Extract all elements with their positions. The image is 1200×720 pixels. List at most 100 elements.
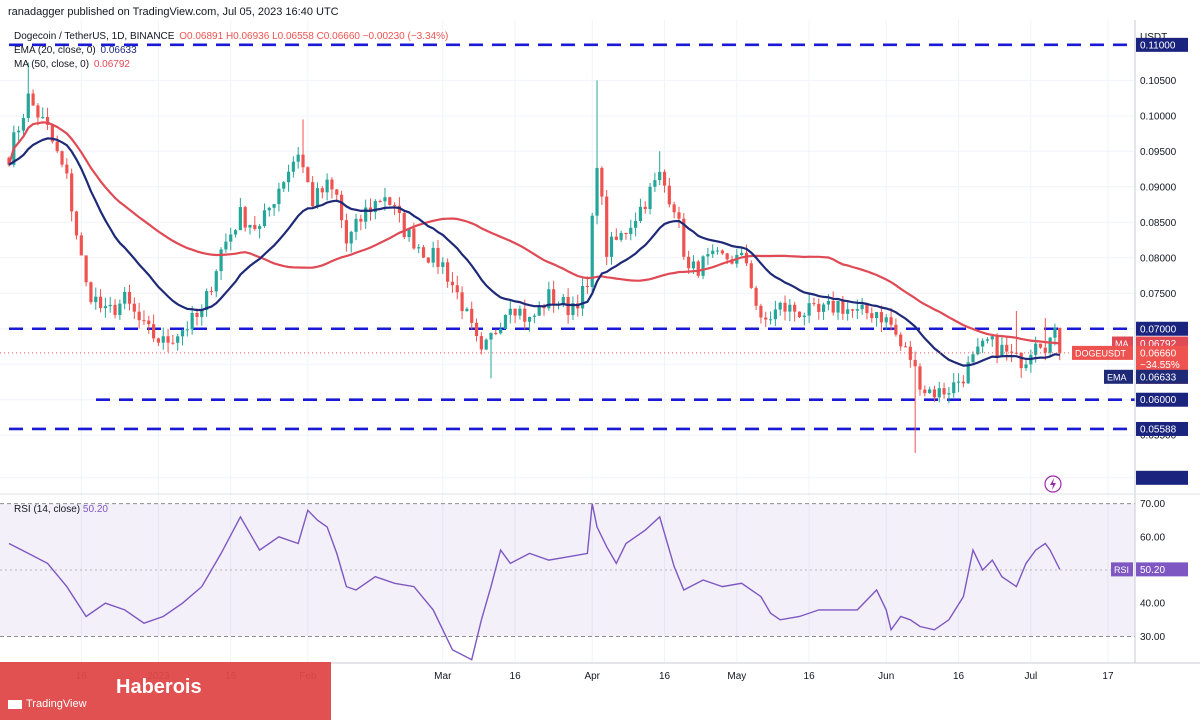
candle-body-141: [687, 256, 691, 269]
candle-body-97: [474, 322, 479, 337]
candle-body-197: [956, 381, 961, 383]
level-tag-box-2: [1136, 392, 1188, 407]
candle-body-158: [768, 319, 773, 321]
candle-body-177: [860, 304, 864, 310]
candle-body-94: [460, 292, 464, 312]
candle-body-62: [306, 167, 310, 183]
candle-body-33: [166, 336, 170, 343]
horizontal-levels: [9, 43, 1135, 431]
rsi-axis-labels: 70.00 60.00 40.00 30.00 RSI 50.20: [1111, 499, 1188, 643]
candle-body-12: [65, 164, 69, 174]
candle-body-180: [875, 312, 879, 319]
candle-body-120: [585, 285, 589, 287]
watermark-banner: Haberois TradingView: [0, 662, 331, 720]
candle-body-88: [431, 247, 435, 263]
rsi-line: [8, 503, 1061, 661]
candle-body-98: [479, 336, 483, 350]
candle-body-157: [764, 317, 768, 320]
candle-body-11: [60, 151, 64, 165]
candle-body-192: [932, 389, 937, 398]
candle-body-204: [990, 336, 994, 340]
candle-body-44: [219, 249, 223, 272]
candle-body-79: [388, 197, 392, 205]
candle-body-146: [711, 250, 715, 255]
candle-body-195: [947, 393, 951, 395]
candle-body-183: [889, 317, 893, 325]
candle-body-26: [132, 303, 136, 312]
symbol-legend[interactable]: Dogecoin / TetherUS, 1D, BINANCE O0.0689…: [14, 31, 448, 42]
candle-body-54: [267, 207, 271, 211]
candle-body-58: [286, 171, 291, 183]
time-tick-8: May: [727, 671, 746, 682]
candle-body-101: [494, 333, 498, 335]
ma-legend[interactable]: MA (50, close, 0) 0.06792: [14, 59, 130, 70]
candle-body-134: [653, 180, 657, 187]
candle-body-72: [354, 218, 358, 232]
candle-body-22: [113, 304, 117, 315]
rsi-legend[interactable]: RSI (14, close) 50.20: [14, 504, 108, 515]
candle-body-163: [793, 304, 797, 312]
level-tag-text-2: 0.06000: [1140, 395, 1177, 406]
candle-body-198: [961, 381, 965, 384]
candle-body-129: [629, 227, 633, 235]
candle-body-131: [638, 206, 643, 221]
candle-body-38: [190, 312, 194, 330]
low-tag-box: [1136, 470, 1188, 485]
ema-legend-value: 0.06633: [100, 45, 137, 56]
candle-body-156: [759, 305, 763, 318]
candle-body-99: [484, 339, 488, 350]
misc-marks: [1044, 475, 1062, 493]
candle-body-188: [913, 359, 917, 367]
lightning-icon: [1050, 478, 1056, 490]
candle-body-7: [41, 117, 45, 119]
candle-body-95: [465, 308, 469, 312]
candle-body-21: [108, 304, 112, 307]
candle-body-70: [344, 220, 348, 244]
candle-body-89: [436, 247, 440, 267]
candle-body-164: [797, 311, 802, 317]
ema-legend[interactable]: EMA (20, close, 0) 0.06633: [14, 45, 137, 56]
candle-body-112: [547, 289, 551, 309]
candle-body-83: [407, 228, 411, 238]
candle-body-202: [981, 340, 985, 347]
candle-body-170: [826, 300, 830, 305]
candle-body-130: [634, 220, 638, 228]
candle-body-100: [489, 333, 493, 340]
ohlc-values: O0.06891 H0.06936 L0.06558 C0.06660 −0.0…: [179, 31, 449, 42]
candle-body-81: [397, 205, 402, 214]
candle-body-201: [976, 346, 980, 355]
candle-body-76: [373, 201, 377, 213]
candle-body-71: [349, 231, 353, 244]
candle-body-5: [31, 93, 35, 106]
candle-body-132: [643, 206, 647, 210]
rsi-tick-2: 40.00: [1140, 599, 1165, 610]
price-tick-6: 0.07500: [1140, 289, 1177, 300]
candle-body-27: [137, 311, 141, 321]
candle-body-208: [1009, 351, 1014, 353]
rsi-tick-3: 30.00: [1140, 632, 1165, 643]
ma-legend-label: MA (50, close, 0): [14, 59, 90, 70]
candle-body-117: [571, 303, 575, 316]
candle-body-90: [441, 262, 445, 267]
candle-body-68: [335, 189, 339, 195]
candle-body-2: [17, 130, 21, 133]
candle-body-56: [277, 188, 281, 205]
time-tick-7: 16: [659, 671, 671, 682]
candle-body-66: [325, 179, 329, 193]
candle-body-187: [908, 346, 912, 360]
candle-body-122: [595, 167, 599, 216]
candlesticks: [7, 62, 1062, 453]
symbol-tag-change: −34.55%: [1140, 360, 1180, 371]
rsi-tag-value: 50.20: [1140, 565, 1165, 576]
candle-body-154: [749, 263, 753, 288]
candle-body-17: [89, 282, 93, 303]
candle-body-191: [928, 389, 932, 394]
candle-body-196: [952, 382, 956, 394]
time-tick-10: Jun: [878, 671, 894, 682]
candle-body-104: [508, 308, 512, 315]
ema-legend-label: EMA (20, close, 0): [14, 45, 96, 56]
ma-legend-value: 0.06792: [93, 59, 130, 70]
candle-body-60: [296, 154, 300, 162]
candle-body-178: [865, 304, 869, 314]
price-tick-5: 0.08000: [1140, 253, 1177, 264]
